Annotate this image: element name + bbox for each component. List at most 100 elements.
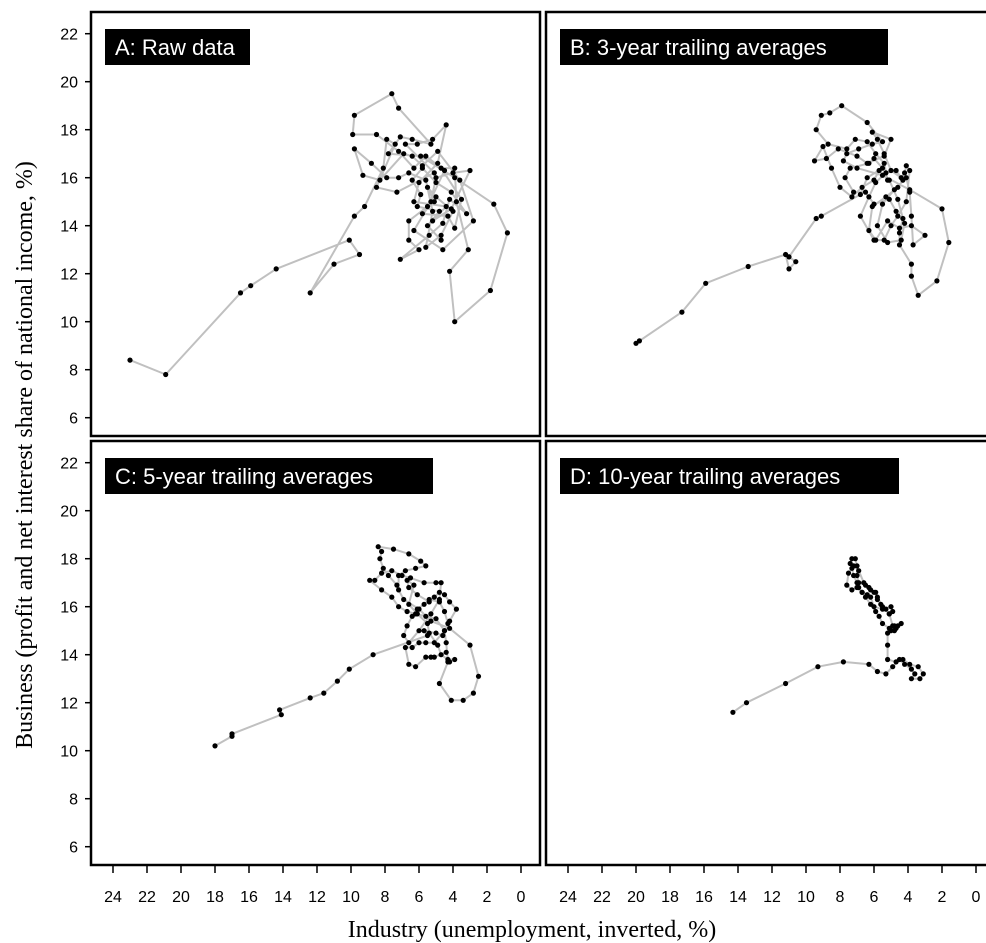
data-point [401,151,407,157]
data-point [273,266,279,272]
data-point [389,91,395,97]
data-point [896,225,903,231]
data-point [440,220,446,226]
data-point [854,572,860,579]
data-point [362,203,368,210]
data-point [433,580,439,586]
data-point [421,628,427,634]
data-point [278,712,284,718]
y-axis-title: Business (profit and net interest share … [12,161,38,749]
data-point [436,680,442,687]
data-point [885,177,891,183]
data-point [900,215,906,222]
data-point [920,671,926,677]
y-tick-label: 6 [69,840,78,857]
series-line [635,104,950,345]
y-tick-label: 22 [60,27,78,44]
data-point [837,184,843,190]
data-point [888,136,894,142]
data-point [811,158,818,164]
data-point [859,184,865,190]
panel-frame [89,10,542,438]
x-tick-label: 0 [972,889,981,906]
data-point [862,189,869,195]
data-point [416,247,422,253]
data-point [896,242,903,248]
data-point [886,611,892,617]
data-point [450,170,456,176]
data-point [411,199,417,205]
data-point [883,194,889,200]
data-point [452,225,458,231]
data-point [793,259,799,265]
y-tick-label: 16 [60,600,78,617]
data-point [350,131,356,138]
data-point [416,179,422,186]
data-point [351,112,357,118]
data-point [430,218,436,224]
data-point [404,608,410,615]
data-point [857,191,864,198]
data-point [423,613,429,619]
panel-label-bg [560,29,888,65]
y-tick-label: 14 [60,648,78,665]
data-point [431,170,437,176]
data-point [845,570,852,576]
data-point [402,644,408,651]
data-point [864,119,870,126]
y-tick-label: 10 [60,744,78,761]
data-point [436,596,442,603]
data-point [885,218,891,224]
data-point [849,587,855,593]
data-point [321,690,327,696]
data-point [890,623,896,629]
data-point [504,230,510,236]
panel-label-bg [105,29,250,65]
data-point [416,628,422,634]
data-point [428,618,434,624]
data-point [423,153,429,159]
y-tick-label: 22 [60,456,78,473]
data-point [433,179,439,186]
data-point [351,213,357,219]
data-point [864,139,870,145]
data-point [447,196,453,202]
data-point [409,136,415,142]
data-point [402,568,408,574]
data-point [864,175,870,181]
data-point [379,548,385,555]
y-tick-label: 10 [60,315,78,332]
data-point [844,582,850,588]
data-point [458,196,465,202]
data-point [908,261,915,267]
x-tick-label: 2 [483,889,492,906]
data-point [873,608,879,615]
data-point [430,136,436,142]
x-tick-label: 8 [836,889,845,906]
data-point [859,589,865,595]
data-point [413,565,419,571]
x-tick-label: 14 [274,889,292,906]
data-point [874,594,881,600]
panel-2: C: 5-year trailing averages [89,439,542,867]
data-point [745,263,751,270]
data-point [864,160,870,166]
data-point [487,287,493,294]
x-tick-label: 12 [763,889,781,906]
data-point [436,589,442,595]
data-point [881,153,887,159]
data-point [895,184,901,190]
data-point [441,628,448,634]
data-point [407,575,414,581]
data-point [922,232,928,238]
data-point [866,227,872,234]
data-point [839,103,845,109]
data-point [849,194,855,200]
data-point [893,208,899,214]
data-point [396,175,402,181]
data-point [840,158,847,164]
data-point [465,247,471,253]
data-point [411,227,417,234]
data-point [888,223,894,229]
